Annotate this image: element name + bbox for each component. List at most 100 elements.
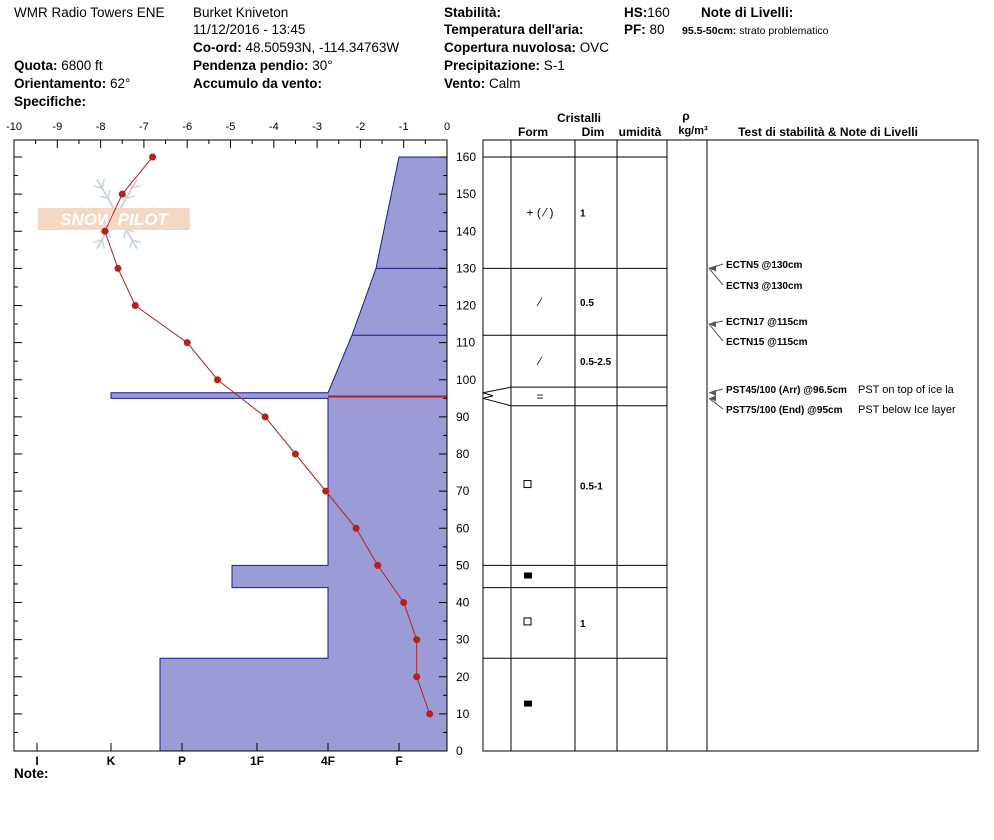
temperature-point (183, 339, 191, 347)
stability-test-note: PST on top of ice la (858, 384, 955, 396)
snowflake-branch (146, 207, 154, 215)
coord-label: Co-ord: (193, 40, 242, 55)
snowflake-branch (122, 229, 127, 239)
snowflake-branch (134, 207, 142, 215)
crystal-form-symbol (523, 617, 532, 626)
snowflake-branch (101, 179, 106, 189)
stability-label: Stabilità: (444, 5, 502, 20)
header-rho: ρ (682, 109, 689, 123)
hardness-label: I (35, 754, 38, 768)
hs-label: HS: (624, 5, 648, 20)
layer-connector (482, 395, 494, 399)
coordinates: Co-ord: 48.50593N, -114.34763W (193, 39, 399, 57)
temperature-point (413, 636, 421, 644)
temperature-point (322, 487, 330, 495)
snowflake-branch (131, 184, 141, 189)
stability-test-label: PST75/100 (End) @95cm (726, 405, 843, 416)
layer-connector (482, 392, 494, 397)
hardness-label: 4F (321, 754, 335, 768)
snowflake-branch (131, 239, 141, 244)
precipitation: Precipitazione: S-1 (444, 57, 565, 75)
hardness-label: 1F (250, 754, 264, 768)
hs-value: 160 (647, 5, 670, 20)
layer-note: 95.5-50cm: strato problematico (682, 22, 829, 40)
crystal-form-symbol: ⁄ (536, 295, 543, 309)
crystal-form-symbol: ⁄ (536, 354, 543, 368)
crystal-size: 0.5 (580, 298, 594, 309)
temp-tick-label: -10 (6, 121, 22, 133)
height-tick-label: 130 (456, 261, 476, 275)
snowflake-arm (116, 213, 138, 250)
note-label: Note: (14, 766, 49, 781)
snowflake-branch (146, 213, 154, 221)
temp-tick-label: -1 (399, 121, 409, 133)
test-leader (708, 397, 724, 410)
precip-value: S-1 (543, 58, 565, 73)
height-tick-label: 50 (456, 558, 470, 572)
snowflake-branch (99, 195, 109, 200)
wind: Vento: Calm (444, 75, 521, 93)
temperature-point (291, 450, 299, 458)
layer-notes-label: Note di Livelli: (701, 5, 794, 20)
header-umidita: umidità (619, 125, 662, 139)
temp-tick-label: -6 (182, 121, 192, 133)
aspect: Orientamento: 62° (14, 75, 130, 93)
temp-tick-label: -8 (96, 121, 106, 133)
header-test-notes: Test di stabilità & Note di Livelli (738, 125, 918, 139)
temperature-point (400, 599, 408, 606)
snowflake-branch (101, 239, 106, 249)
header-density-unit: kg/m³ (678, 125, 708, 137)
header-dim: Dim (582, 125, 605, 139)
header-form: Form (518, 125, 548, 139)
snowflake-branch (134, 213, 142, 221)
temperature-point (413, 673, 421, 681)
snowflake-branch (80, 207, 88, 215)
coord-value: 48.50593N, -114.34763W (245, 40, 400, 55)
temperature-point (374, 561, 382, 569)
test-arrow (709, 265, 716, 272)
temp-tick-label: -2 (356, 121, 366, 133)
header-cristalli: Cristalli (557, 111, 601, 125)
layer-table: Cristalli Form Dim umidità ρ kg/m³ Test di sta… (482, 109, 979, 752)
snowflake-branch (107, 189, 112, 199)
temp-tick-label: -5 (226, 121, 236, 133)
slope-angle: Pendenza pendio: 30° (193, 57, 333, 75)
cloud-cover: Copertura nuvolosa: OVC (444, 39, 609, 57)
specifics-label: Specifiche: (14, 94, 87, 109)
height-tick-label: 30 (456, 633, 470, 647)
temperature-profile (101, 153, 434, 718)
height-tick-label: 40 (456, 596, 470, 610)
height-tick-label: 20 (456, 670, 470, 684)
stability-test-note: PST below Ice layer (858, 404, 956, 416)
temp-tick-label: -9 (52, 121, 62, 133)
hardness-label: K (107, 754, 116, 768)
snowflake-arm (96, 178, 118, 215)
logo-banner (38, 208, 190, 230)
test-leader (708, 323, 724, 342)
cloud-label: Copertura nuvolosa: (444, 40, 577, 55)
temperature-point (131, 302, 139, 309)
elevation-value: 6800 ft (61, 58, 103, 73)
temperature-point (149, 153, 157, 161)
height-tick-label: 90 (456, 410, 470, 424)
crystal-size: 0.5-2.5 (580, 357, 612, 368)
snowflake-branch (93, 239, 103, 244)
wind-label: Vento: (444, 76, 486, 91)
test-leader (708, 268, 724, 286)
hardness-profile (110, 156, 448, 752)
foot-penetration: PF: 80 (624, 21, 665, 39)
snowflake-branch (80, 213, 88, 221)
test-arrow (709, 321, 716, 328)
height-tick-label: 140 (456, 224, 476, 238)
slope-value: 30° (312, 58, 333, 73)
snowflake-branch (125, 228, 135, 233)
crystal-form-symbol: = (536, 389, 543, 403)
layer-note-range: 95.5-50cm: (682, 25, 737, 37)
temp-tick-label: 0 (444, 121, 450, 133)
hardness-label: F (395, 754, 402, 768)
stability-test-label: ECTN15 @115cm (726, 337, 808, 348)
height-tick-label: 10 (456, 707, 470, 721)
height-tick-label: 120 (456, 299, 476, 313)
crystal-form-symbol: + ( ⁄ ) (526, 206, 553, 220)
